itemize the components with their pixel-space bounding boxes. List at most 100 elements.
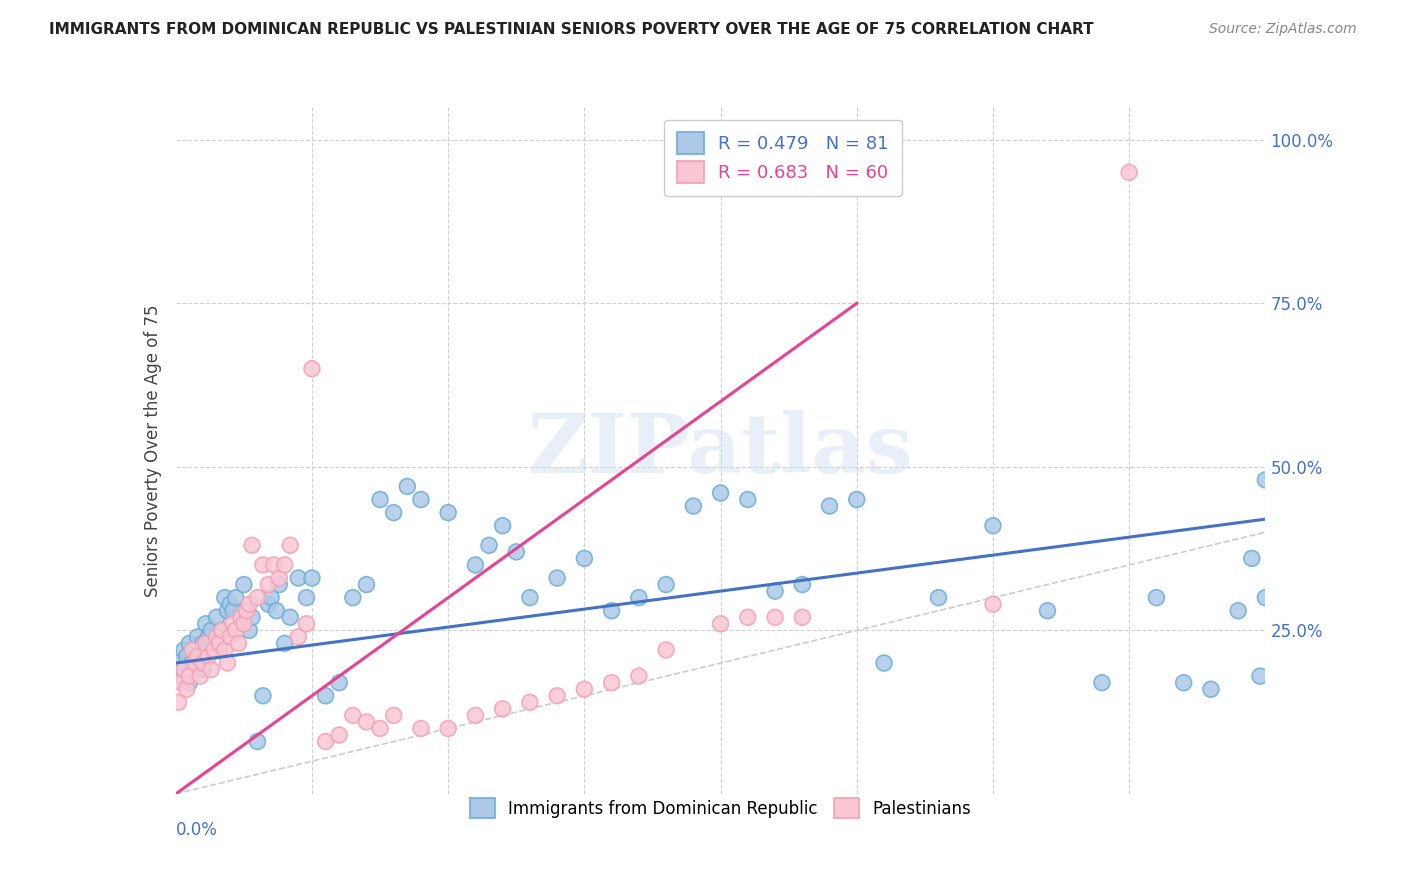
Point <box>176 682 198 697</box>
Point <box>191 663 214 677</box>
Point <box>437 506 460 520</box>
Point <box>464 558 486 572</box>
Point <box>409 492 432 507</box>
Point <box>167 656 190 670</box>
Y-axis label: Seniors Poverty Over the Age of 75: Seniors Poverty Over the Age of 75 <box>143 304 162 597</box>
Point <box>231 610 253 624</box>
Point <box>246 591 269 605</box>
Point <box>492 518 515 533</box>
Point <box>1199 682 1222 697</box>
Point <box>368 722 391 736</box>
Point <box>257 597 280 611</box>
Point <box>219 630 242 644</box>
Point <box>845 492 868 507</box>
Point <box>437 722 460 736</box>
Point <box>173 663 195 677</box>
Point <box>505 545 527 559</box>
Point <box>278 610 301 624</box>
Point <box>1240 551 1263 566</box>
Point <box>176 649 198 664</box>
Point <box>246 734 269 748</box>
Point <box>266 604 288 618</box>
Point <box>287 630 309 644</box>
Point <box>252 558 274 572</box>
Point <box>1036 604 1059 618</box>
Point <box>214 643 236 657</box>
Text: IMMIGRANTS FROM DOMINICAN REPUBLIC VS PALESTINIAN SENIORS POVERTY OVER THE AGE O: IMMIGRANTS FROM DOMINICAN REPUBLIC VS PA… <box>49 22 1094 37</box>
Point <box>217 604 239 618</box>
Point <box>184 643 207 657</box>
Point <box>546 689 568 703</box>
Point <box>232 616 254 631</box>
Point <box>574 551 596 566</box>
Point <box>396 479 419 493</box>
Point <box>981 518 1004 533</box>
Point <box>179 675 201 690</box>
Point <box>873 656 896 670</box>
Point <box>252 689 274 703</box>
Point <box>269 571 291 585</box>
Point <box>181 643 204 657</box>
Point <box>179 669 201 683</box>
Point <box>181 656 204 670</box>
Point <box>211 624 233 638</box>
Point <box>202 643 225 657</box>
Point <box>301 361 323 376</box>
Point <box>382 708 405 723</box>
Point <box>197 649 219 664</box>
Point <box>1227 604 1250 618</box>
Point <box>627 669 650 683</box>
Point <box>274 636 297 650</box>
Point <box>278 538 301 552</box>
Point <box>235 604 257 618</box>
Point <box>1144 591 1167 605</box>
Point <box>205 610 228 624</box>
Point <box>295 616 318 631</box>
Point <box>1173 675 1195 690</box>
Point <box>197 630 219 644</box>
Point <box>1091 675 1114 690</box>
Point <box>263 558 285 572</box>
Point <box>1249 669 1271 683</box>
Point <box>194 636 217 650</box>
Point <box>269 577 291 591</box>
Point <box>356 577 378 591</box>
Point <box>792 577 814 591</box>
Point <box>287 571 309 585</box>
Point <box>208 643 231 657</box>
Point <box>170 669 193 683</box>
Point <box>295 591 318 605</box>
Point <box>328 675 350 690</box>
Point <box>225 591 247 605</box>
Point <box>238 624 260 638</box>
Point <box>478 538 501 552</box>
Point <box>574 682 596 697</box>
Point <box>200 624 222 638</box>
Point <box>546 571 568 585</box>
Text: Source: ZipAtlas.com: Source: ZipAtlas.com <box>1209 22 1357 37</box>
Point <box>600 675 623 690</box>
Point <box>186 649 209 664</box>
Point <box>240 610 263 624</box>
Point <box>655 643 678 657</box>
Point <box>274 558 297 572</box>
Point <box>214 591 236 605</box>
Point <box>301 571 323 585</box>
Point <box>222 604 245 618</box>
Point <box>981 597 1004 611</box>
Point <box>368 492 391 507</box>
Point <box>315 689 337 703</box>
Point <box>928 591 950 605</box>
Point <box>238 597 260 611</box>
Point <box>167 695 190 709</box>
Point <box>737 610 759 624</box>
Point <box>260 591 283 605</box>
Text: ZIPatlas: ZIPatlas <box>527 410 914 491</box>
Point <box>737 492 759 507</box>
Point <box>655 577 678 591</box>
Point <box>818 499 841 513</box>
Point <box>240 538 263 552</box>
Point <box>188 649 211 664</box>
Point <box>519 695 541 709</box>
Point <box>231 610 253 624</box>
